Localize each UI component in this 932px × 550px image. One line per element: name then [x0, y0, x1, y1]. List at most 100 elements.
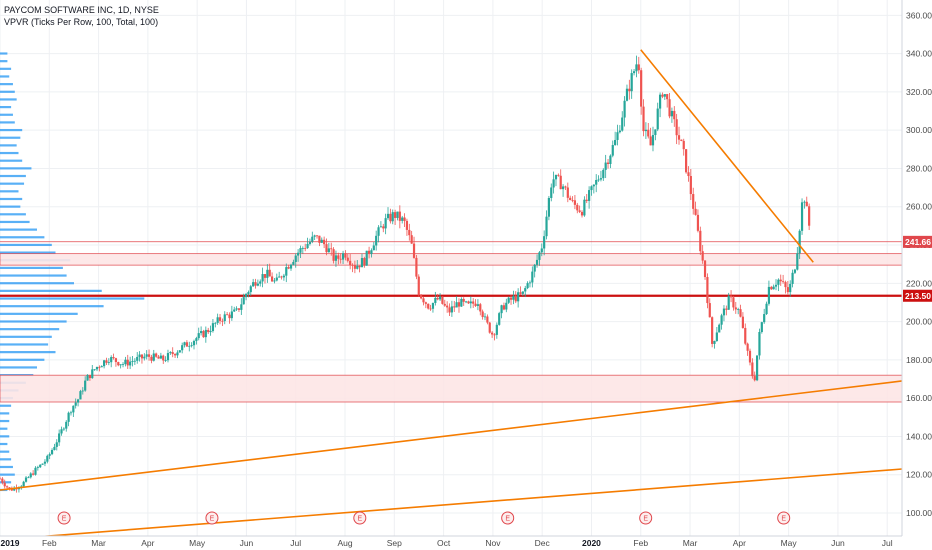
earnings-marker-icon[interactable] — [501, 511, 515, 525]
candle-body — [457, 302, 461, 307]
volume-profile-bar — [0, 228, 37, 231]
candle-body — [661, 94, 664, 97]
candle-body — [734, 307, 737, 310]
trendline[interactable] — [0, 380, 903, 491]
candle-body — [547, 197, 550, 217]
candle-body — [107, 362, 110, 364]
candle-body — [299, 248, 302, 253]
candle-body — [358, 265, 361, 268]
candle-body — [701, 251, 704, 261]
time-tick-label: Jun — [831, 538, 845, 548]
candle-body — [420, 295, 423, 299]
candle-body — [647, 129, 650, 137]
candle-body — [263, 274, 267, 278]
candle-body — [372, 245, 375, 251]
candle-body — [616, 132, 619, 140]
volume-profile-bar — [0, 151, 19, 155]
volume-profile-bar — [0, 205, 21, 208]
candle-body — [427, 303, 430, 309]
candle-body — [230, 311, 233, 319]
candle-body — [349, 260, 352, 265]
candle-body — [275, 277, 278, 281]
price-tick-label: 200.00 — [906, 317, 932, 327]
candle-body — [668, 99, 671, 117]
candle-body — [699, 230, 702, 252]
candle-body — [715, 332, 718, 342]
candle-body — [453, 306, 456, 308]
candle-body — [211, 323, 215, 332]
candle-body — [666, 94, 669, 100]
candle-body — [800, 202, 804, 231]
volume-profile-bar — [0, 90, 15, 93]
earnings-marker-icon[interactable] — [353, 511, 367, 525]
candle-body — [221, 320, 224, 322]
candle-body — [84, 380, 87, 391]
candle-body — [488, 322, 491, 333]
trendline[interactable] — [640, 49, 814, 263]
candle-body — [34, 467, 37, 475]
candle-body — [72, 405, 75, 413]
candle-body — [703, 260, 707, 278]
candle-body — [164, 360, 167, 361]
time-tick-label: Mar — [91, 538, 106, 548]
candle-body — [732, 297, 735, 308]
time-tick-label: Jun — [240, 538, 254, 548]
candle-body — [95, 366, 99, 370]
candle-body — [240, 304, 243, 310]
candle-body — [138, 354, 141, 357]
earnings-marker-icon[interactable] — [57, 511, 71, 525]
candle-body — [559, 175, 562, 190]
candle-body — [410, 235, 413, 244]
candle-body — [391, 212, 394, 222]
candle-body — [602, 169, 605, 179]
candle-body — [375, 235, 378, 246]
trend-layer[interactable] — [0, 49, 903, 541]
candle-body — [403, 217, 406, 221]
volume-profile-bar — [0, 412, 10, 415]
time-tick-label: Feb — [42, 538, 57, 548]
candle-body — [1, 478, 4, 483]
trendline[interactable] — [0, 468, 903, 541]
volume-profile-bar — [0, 427, 8, 430]
candle-body — [341, 253, 345, 260]
candle-body — [173, 354, 177, 356]
price-axis[interactable]: 100.00 120.00 140.00 160.00 180.00 200.00 220.… — [906, 10, 932, 518]
candle-body — [557, 174, 560, 176]
candle-body — [5, 486, 9, 488]
candle-body — [763, 314, 766, 323]
candle-body — [609, 155, 612, 164]
candle-body — [746, 343, 749, 351]
candle-body — [637, 64, 640, 71]
volume-profile-bar — [0, 442, 8, 446]
candle-body — [424, 302, 427, 304]
support-resistance-zone — [0, 374, 903, 403]
time-tick-label: Apr — [733, 538, 746, 548]
candle-body — [377, 227, 380, 236]
volume-profile-bar — [0, 343, 49, 346]
candle-body — [339, 258, 342, 260]
candle-body — [803, 201, 806, 203]
candle-body — [779, 279, 782, 282]
price-tick-label: 340.00 — [906, 49, 932, 59]
candle-body — [412, 243, 416, 258]
candle-body — [200, 331, 203, 334]
time-axis[interactable]: 2019 Feb Mar Apr May Jun Jul Aug Sep Oct Nov Dec 202… — [1, 538, 893, 548]
candle-body — [55, 442, 58, 447]
earnings-marker-icon[interactable] — [777, 511, 791, 525]
earnings-marker-icon[interactable] — [639, 511, 653, 525]
price-tick-label: 360.00 — [906, 10, 932, 20]
candle-body — [379, 226, 383, 228]
candle-body — [687, 172, 690, 177]
candle-body — [48, 454, 51, 456]
volume-profile-bar — [0, 236, 45, 239]
price-tags: 241.66 213.50 — [903, 235, 932, 302]
candle-body — [505, 302, 508, 310]
candle-body — [171, 352, 174, 355]
candle-body — [76, 399, 80, 403]
candle-body — [112, 357, 115, 359]
volume-profile-bar — [0, 182, 25, 185]
volume-profile-bar — [0, 167, 32, 170]
earnings-marker-icon[interactable] — [205, 511, 219, 525]
